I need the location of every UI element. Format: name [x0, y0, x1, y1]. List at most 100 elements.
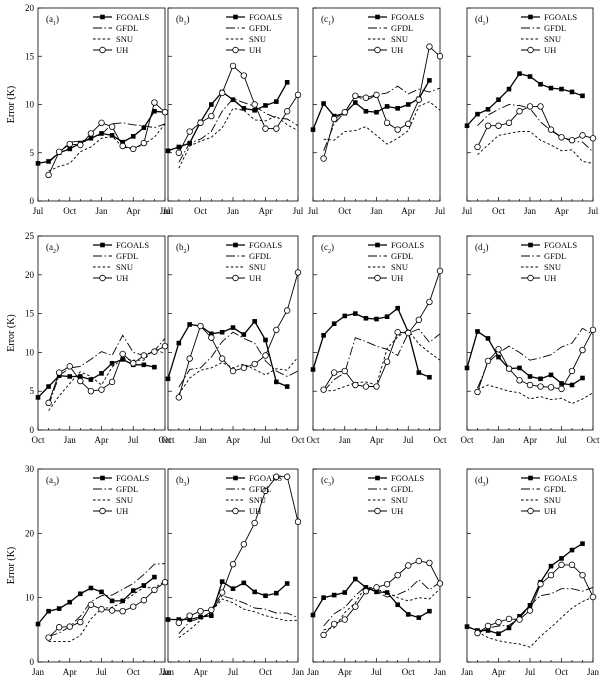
legend-label: UH [249, 45, 261, 55]
x-tick-label: Apr [194, 667, 208, 677]
data-point-uh [151, 99, 158, 106]
data-point-uh [589, 593, 597, 601]
series-line-uh [323, 45, 441, 159]
x-tick-label: Apr [401, 206, 415, 216]
data-point-uh [251, 101, 258, 108]
data-point-uh [66, 623, 73, 630]
data-point-fgoals [209, 102, 214, 107]
data-point-uh [161, 579, 169, 586]
data-point-uh [526, 103, 534, 110]
panel-label-subscript: 1 [184, 21, 187, 27]
panel-label-subscript: 3 [184, 482, 187, 488]
x-tick-label: Jul [228, 667, 239, 677]
panel-label-close: ) [486, 14, 489, 24]
data-point-fgoals [310, 612, 316, 618]
series-line-snu [178, 107, 299, 169]
legend-label: GFDL [249, 251, 271, 261]
plot-frame [167, 235, 299, 431]
data-point-fgoals [475, 329, 480, 334]
data-point-fgoals [109, 598, 115, 604]
panel-label: (c2) [321, 242, 334, 255]
x-tick-label: Oct [587, 435, 600, 445]
x-tick-label: Apr [63, 667, 77, 677]
legend-marker-uh [232, 46, 239, 54]
data-point-fgoals [99, 131, 104, 136]
data-point-uh [330, 369, 338, 376]
data-point-fgoals [230, 586, 236, 591]
data-point-fgoals [485, 628, 491, 633]
data-point-fgoals [342, 313, 348, 319]
data-point-uh [87, 388, 95, 395]
data-point-uh [526, 607, 534, 614]
x-tick-label: Oct [461, 435, 474, 445]
data-point-uh [405, 120, 412, 127]
series-line-gfdl [178, 331, 299, 388]
legend-label: GFDL [249, 23, 271, 33]
data-point-fgoals [219, 579, 225, 584]
data-point-uh [415, 557, 423, 565]
data-point-fgoals [88, 585, 94, 591]
data-point-uh [55, 148, 63, 155]
data-point-uh [362, 383, 370, 390]
data-point-uh [405, 562, 412, 569]
x-tick-label: Oct [32, 435, 45, 445]
data-point-uh [273, 125, 280, 132]
panel-label-close: ) [56, 14, 59, 24]
legend-label: SNU [116, 262, 133, 272]
data-point-fgoals [152, 364, 157, 370]
data-point-fgoals [141, 362, 147, 368]
panel-label-main: (c [321, 475, 328, 485]
legend-label: FGOALS [116, 12, 149, 22]
series-line-snu [323, 585, 441, 631]
data-point-fgoals [165, 148, 171, 154]
data-point-uh [495, 618, 502, 626]
data-point-uh [516, 616, 523, 623]
legend-label: UH [544, 506, 556, 516]
legend-marker-uh [527, 46, 534, 54]
series-line-gfdl [323, 328, 441, 392]
data-point-uh [77, 141, 84, 149]
data-point-fgoals [46, 384, 51, 389]
series-line-fgoals [466, 72, 583, 127]
data-point-uh [98, 386, 105, 393]
y-tick-label: 15 [25, 309, 35, 319]
panel-label-close: ) [331, 14, 334, 24]
data-point-uh [352, 381, 359, 389]
data-point-fgoals [384, 314, 390, 320]
data-point-fgoals [580, 93, 585, 99]
x-tick-label: Jul [160, 206, 171, 216]
data-point-uh [140, 352, 148, 359]
x-tick-label: Oct [555, 667, 568, 677]
legend-label: GFDL [116, 23, 138, 33]
data-point-uh [579, 346, 586, 354]
data-point-fgoals [252, 319, 257, 324]
data-point-fgoals [263, 103, 268, 108]
legend-marker-fgoals [528, 242, 533, 248]
data-point-fgoals [99, 371, 104, 376]
legend-label: GFDL [116, 251, 138, 261]
series-line-snu [178, 356, 299, 395]
x-tick-label: Apr [555, 206, 569, 216]
legend-label: FGOALS [544, 473, 577, 483]
series-line-gfdl [477, 586, 594, 635]
y-tick-label: 20 [25, 3, 35, 13]
data-point-fgoals [363, 315, 369, 321]
data-point-uh [251, 360, 258, 368]
data-point-uh [373, 91, 380, 99]
data-point-uh [547, 126, 555, 133]
series-line-snu [477, 384, 594, 405]
series-line-fgoals [466, 330, 583, 386]
data-point-fgoals [109, 133, 115, 138]
data-point-uh [55, 369, 63, 376]
data-point-uh [495, 346, 502, 353]
legend-label: GFDL [391, 23, 413, 33]
data-point-fgoals [395, 305, 400, 311]
legend-marker-fgoals [100, 475, 105, 481]
data-point-fgoals [284, 581, 290, 586]
data-point-fgoals [538, 376, 543, 382]
data-point-uh [186, 612, 193, 619]
legend-label: FGOALS [544, 240, 577, 250]
y-axis-label: Error (K) [6, 86, 17, 123]
